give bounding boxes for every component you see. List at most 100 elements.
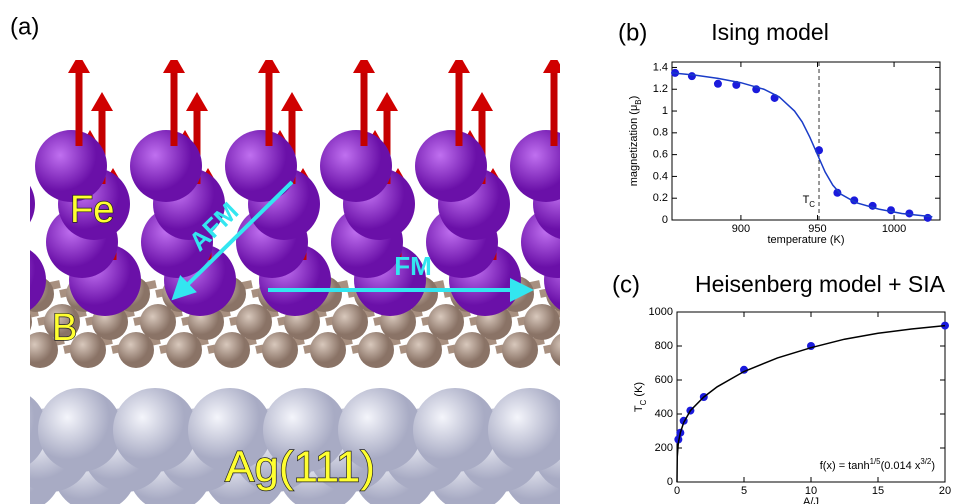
b-atom (358, 332, 394, 368)
b-atom (428, 304, 464, 340)
y-tick-label: 1 (662, 105, 668, 117)
bond (566, 312, 614, 322)
fm-label: FM (394, 251, 432, 281)
script-part: C (639, 399, 648, 405)
spin-head (68, 60, 90, 73)
b-atom (572, 304, 608, 340)
fe-atom (130, 130, 202, 202)
text-part: T (803, 194, 810, 206)
script-part: 3/2 (920, 457, 931, 466)
b-atom (30, 313, 32, 331)
y-tick-label: 0.4 (653, 170, 668, 182)
spin-head (448, 60, 470, 73)
data-point (905, 209, 914, 218)
afm-arrow (171, 180, 294, 301)
script-part: 1/5 (870, 457, 882, 466)
fe-atom (795, 130, 867, 202)
chart-title: Ising model (711, 19, 829, 45)
data-point (687, 72, 696, 81)
ag-atom (188, 388, 272, 472)
spin-head (0, 130, 6, 149)
b-atom (30, 332, 58, 368)
y-tick-label: 0 (662, 214, 668, 226)
x-tick-label: 0 (674, 485, 680, 497)
annotation: f(x) = tanh1/5(0.014 x3/2) (820, 457, 935, 472)
overlay: Fe B Ag(111) AFM FM (51, 180, 534, 492)
spin-head (258, 60, 280, 73)
b-atom (0, 332, 10, 368)
y-tick-label: 1000 (649, 306, 673, 318)
b-atom (166, 332, 202, 368)
spin-head (7, 168, 29, 187)
chart-title: Heisenberg model + SIA (695, 271, 946, 297)
b-atom (550, 333, 560, 367)
spin-head (828, 54, 850, 73)
text-part: ) (628, 96, 640, 100)
x-tick-label: 950 (808, 223, 826, 235)
b-atom (118, 332, 154, 368)
x-tick-label: 15 (872, 485, 884, 497)
spin-head (672, 168, 694, 187)
y-tick-label: 1.2 (653, 83, 668, 95)
x-axis-label: A/J (803, 496, 819, 504)
spin-head (733, 54, 755, 73)
bond (636, 284, 684, 294)
ag-atom (578, 428, 662, 504)
y-tick-label: 600 (655, 374, 673, 386)
fe-atom (616, 206, 688, 278)
panel-label: (a) (10, 13, 39, 40)
ag-atom (488, 388, 560, 472)
fe-atom (225, 130, 297, 202)
fe-label: Fe (70, 189, 114, 231)
spin-head (353, 60, 375, 73)
spin-head (566, 92, 588, 111)
y-tick-label: 400 (655, 408, 673, 420)
script-part: C (809, 200, 815, 209)
b-atom (502, 332, 538, 368)
b-atom (140, 304, 176, 340)
spin-head (471, 92, 493, 111)
spin-head (744, 130, 766, 149)
data-point (923, 213, 932, 222)
b-atom (70, 332, 106, 368)
x-axis-label: temperature (K) (767, 234, 844, 246)
text-part: T (633, 405, 645, 412)
b-atom (598, 332, 634, 368)
ag-atom (608, 408, 692, 492)
chart: (b) Ising model 900 950 1000 0 0.2 0.4 0.6 0.8 1 1.… (618, 19, 941, 246)
fe-atom (510, 130, 560, 202)
text-part: magnetization (μ (628, 105, 640, 187)
spin-head (186, 92, 208, 111)
tc-label: TC (803, 194, 816, 209)
text-part: ) (931, 460, 935, 472)
substrate-label: Ag(111) (225, 443, 375, 492)
y-axis-label: magnetization (μB) (628, 96, 643, 187)
fe-atom (35, 130, 107, 202)
b-atom (668, 304, 704, 340)
fit-line (676, 324, 946, 483)
fe-atom (30, 185, 35, 223)
x-tick-label: 5 (741, 485, 747, 497)
b-atom (524, 304, 560, 340)
spin-head (543, 60, 560, 73)
fe-atom (415, 130, 487, 202)
fit-line (671, 72, 933, 218)
structure-render (0, 54, 867, 504)
text-part: (K) (633, 382, 645, 400)
x-tick-label: 900 (732, 223, 750, 235)
text-part: (0.014 x (881, 460, 921, 472)
y-tick-label: 0 (667, 476, 673, 488)
spin-head (577, 168, 599, 187)
spin-head (281, 92, 303, 111)
text-part: f(x) = tanh (820, 460, 870, 472)
ag-atom (0, 408, 17, 492)
b-label: B (52, 307, 77, 349)
text-part: A/J (803, 496, 819, 504)
y-tick-label: 0.8 (653, 127, 668, 139)
text-part: temperature (K) (767, 234, 844, 246)
fe-atom (700, 130, 772, 202)
fe-atom (0, 206, 23, 278)
ag-atom (113, 388, 197, 472)
